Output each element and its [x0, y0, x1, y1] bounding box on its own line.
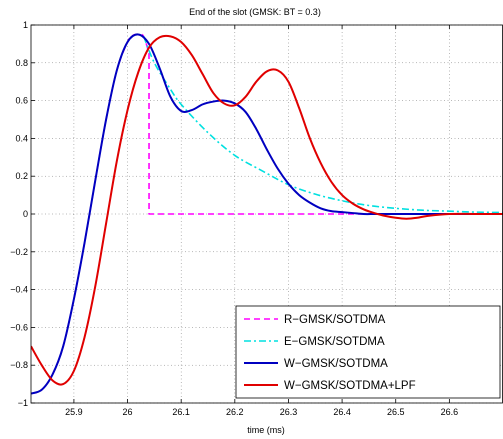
y-tick-label: 0 — [23, 209, 28, 219]
x-tick-label: 26.6 — [441, 407, 459, 417]
x-tick-label: 26.2 — [226, 407, 244, 417]
legend-label: E−GMSK/SOTDMA — [284, 336, 385, 348]
legend-box — [235, 305, 501, 399]
y-tick-label: −1 — [18, 398, 28, 408]
legend: R−GMSK/SOTDMA E−GMSK/SOTDMA W−GMSK/SOTDMA W… — [235, 305, 501, 399]
y-tick-label: −0.6 — [10, 322, 28, 332]
series-line-4 — [31, 34, 503, 386]
y-tick-label: 0.8 — [15, 58, 28, 68]
y-tick-label: −0.2 — [10, 247, 28, 257]
y-tick-label: −0.4 — [10, 285, 28, 295]
legend-label: W−GMSK/SOTDMA+LPF — [284, 380, 416, 392]
series-line-2 — [142, 36, 503, 214]
y-tick-label: 0.4 — [15, 133, 28, 143]
x-tick-label: 26.3 — [280, 407, 298, 417]
x-tick-label: 26 — [123, 407, 133, 417]
x-tick-label: 26.4 — [333, 407, 351, 417]
x-tick-label: 26.5 — [387, 407, 405, 417]
y-tick-label: −0.8 — [10, 360, 28, 370]
x-tick-label: 26.1 — [172, 407, 190, 417]
axis-ticks: 25.9 26 26.1 26.2 26.3 26.4 26.5 26.6 −1 −0.8 −0.6… — [10, 20, 458, 417]
legend-label: R−GMSK/SOTDMA — [284, 314, 386, 326]
y-tick-label: 0.2 — [15, 171, 28, 181]
legend-label: W−GMSK/SOTDMA — [284, 358, 388, 370]
chart-title: End of the slot (GMSK: BT = 0.3) — [189, 7, 321, 17]
x-tick-label: 25.9 — [65, 407, 83, 417]
plot-area — [31, 33, 503, 395]
y-tick-label: 0.6 — [15, 96, 28, 106]
y-tick-label: 1 — [23, 20, 28, 30]
x-axis-label: time (ms) — [247, 425, 285, 435]
